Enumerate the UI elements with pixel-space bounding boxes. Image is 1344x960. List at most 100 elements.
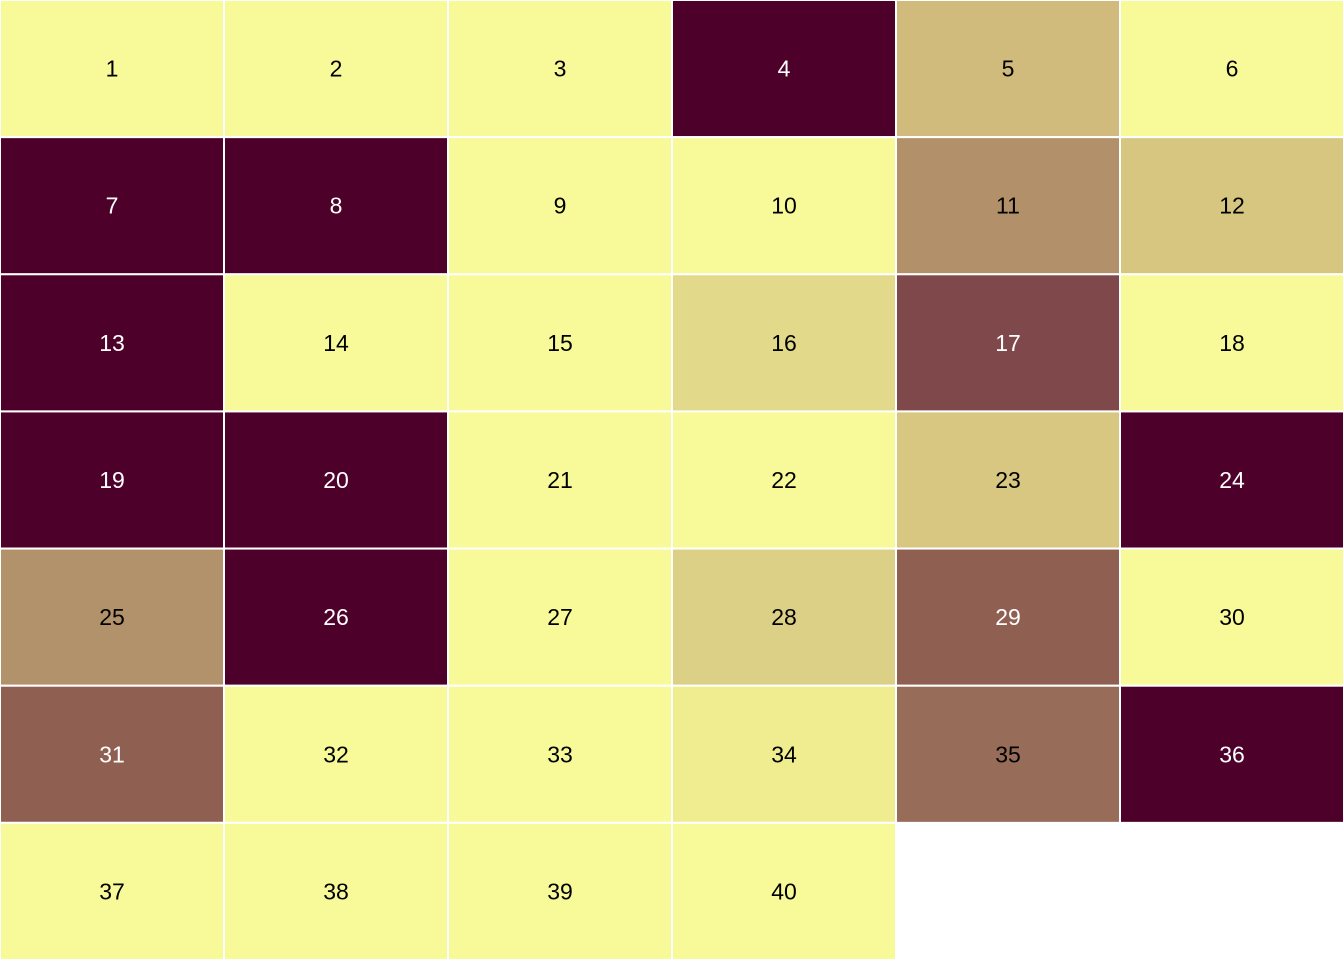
heatmap-cell-rect xyxy=(0,273,225,413)
heatmap-cell-label: 1 xyxy=(106,56,119,82)
heatmap-cell-label: 38 xyxy=(323,878,349,904)
heatmap-cell-label: 31 xyxy=(99,741,125,767)
heatmap-cell-17: 17 xyxy=(895,273,1121,413)
heatmap-cell-11: 11 xyxy=(895,136,1121,276)
heatmap-cell-label: 23 xyxy=(995,467,1021,493)
heatmap-cell-label: 6 xyxy=(1226,56,1239,82)
heatmap-cell-label: 16 xyxy=(771,330,797,356)
heatmap-cell-label: 37 xyxy=(99,878,125,904)
heatmap-cell-rect xyxy=(895,684,1121,824)
heatmap-cell-30: 30 xyxy=(1119,547,1344,687)
heatmap-cell-rect xyxy=(447,684,673,824)
heatmap-cell-38: 38 xyxy=(223,821,449,960)
heatmap-cell-rect xyxy=(0,684,225,824)
heatmap-cell-7: 7 xyxy=(0,136,225,276)
heatmap-cell-36: 36 xyxy=(1119,684,1344,824)
heatmap-cell-9: 9 xyxy=(447,136,673,276)
heatmap-cell-12: 12 xyxy=(1119,136,1344,276)
heatmap-cell-label: 9 xyxy=(554,193,567,219)
heatmap-cell-4: 4 xyxy=(671,0,897,139)
heatmap-cell-18: 18 xyxy=(1119,273,1344,413)
heatmap-cell-19: 19 xyxy=(0,410,225,550)
heatmap-cell-26: 26 xyxy=(223,547,449,687)
heatmap-cell-rect xyxy=(223,136,449,276)
heatmap-cell-label: 26 xyxy=(323,604,349,630)
heatmap-cell-label: 17 xyxy=(995,330,1021,356)
heatmap-cell-label: 19 xyxy=(99,467,125,493)
heatmap-cell-label: 7 xyxy=(106,193,119,219)
heatmap-cell-rect xyxy=(0,0,225,139)
heatmap-cell-rect xyxy=(895,136,1121,276)
heatmap-cell-rect xyxy=(447,821,673,960)
heatmap-cell-rect xyxy=(895,0,1121,139)
heatmap-cell-rect xyxy=(671,136,897,276)
heatmap-cell-14: 14 xyxy=(223,273,449,413)
heatmap-cell-label: 2 xyxy=(330,56,343,82)
heatmap-cell-label: 5 xyxy=(1002,56,1015,82)
heatmap-cell-label: 40 xyxy=(771,878,797,904)
heatmap-cell-rect xyxy=(1119,684,1344,824)
heatmap-cell-rect xyxy=(447,273,673,413)
heatmap-cell-rect xyxy=(1119,547,1344,687)
heatmap-cell-label: 13 xyxy=(99,330,125,356)
heatmap-cell-rect xyxy=(895,547,1121,687)
heatmap-cell-rect xyxy=(223,0,449,139)
heatmap-cell-label: 36 xyxy=(1219,741,1245,767)
heatmap-cell-22: 22 xyxy=(671,410,897,550)
heatmap-cell-10: 10 xyxy=(671,136,897,276)
heatmap-cell-label: 25 xyxy=(99,604,125,630)
heatmap-cell-27: 27 xyxy=(447,547,673,687)
heatmap-cell-28: 28 xyxy=(671,547,897,687)
heatmap-cell-label: 32 xyxy=(323,741,349,767)
heatmap-cell-label: 35 xyxy=(995,741,1021,767)
heatmap-cell-rect xyxy=(447,410,673,550)
heatmap-cell-5: 5 xyxy=(895,0,1121,139)
heatmap-cell-37: 37 xyxy=(0,821,225,960)
heatmap-cell-3: 3 xyxy=(447,0,673,139)
heatmap-cell-13: 13 xyxy=(0,273,225,413)
heatmap-cell-35: 35 xyxy=(895,684,1121,824)
heatmap-cell-rect xyxy=(0,410,225,550)
heatmap-cell-label: 11 xyxy=(996,193,1020,219)
heatmap-cell-label: 14 xyxy=(323,330,349,356)
heatmap-cell-label: 22 xyxy=(771,467,797,493)
heatmap-cell-rect xyxy=(1119,273,1344,413)
heatmap-cell-label: 33 xyxy=(547,741,573,767)
heatmap-cell-rect xyxy=(671,273,897,413)
heatmap-cell-15: 15 xyxy=(447,273,673,413)
heatmap-cell-rect xyxy=(895,273,1121,413)
heatmap-cell-label: 21 xyxy=(547,467,573,493)
heatmap-cell-40: 40 xyxy=(671,821,897,960)
heatmap-cell-rect xyxy=(895,410,1121,550)
heatmap-cell-rect xyxy=(223,547,449,687)
heatmap-cell-8: 8 xyxy=(223,136,449,276)
heatmap-cell-25: 25 xyxy=(0,547,225,687)
heatmap-cell-16: 16 xyxy=(671,273,897,413)
heatmap-cell-label: 3 xyxy=(554,56,567,82)
heatmap-cell-24: 24 xyxy=(1119,410,1344,550)
heatmap-cell-23: 23 xyxy=(895,410,1121,550)
heatmap-cell-label: 8 xyxy=(330,193,343,219)
heatmap-cell-label: 18 xyxy=(1219,330,1245,356)
heatmap-cell-1: 1 xyxy=(0,0,225,139)
heatmap-cell-6: 6 xyxy=(1119,0,1344,139)
heatmap-cell-29: 29 xyxy=(895,547,1121,687)
heatmap-cell-31: 31 xyxy=(0,684,225,824)
heatmap-cell-rect xyxy=(671,410,897,550)
heatmap-cell-label: 30 xyxy=(1219,604,1245,630)
heatmap-cell-label: 12 xyxy=(1219,193,1245,219)
heatmap-cell-rect xyxy=(223,684,449,824)
heatmap-cell-label: 20 xyxy=(323,467,349,493)
heatmap-cell-label: 24 xyxy=(1219,467,1245,493)
heatmap-cell-rect xyxy=(0,136,225,276)
heatmap-cell-rect xyxy=(671,0,897,139)
heatmap-cell-21: 21 xyxy=(447,410,673,550)
heatmap-cell-rect xyxy=(671,821,897,960)
heatmap-cell-39: 39 xyxy=(447,821,673,960)
heatmap-cell-label: 4 xyxy=(778,56,791,82)
heatmap-cell-label: 39 xyxy=(547,878,573,904)
heatmap-cell-rect xyxy=(671,547,897,687)
heatmap-cell-label: 10 xyxy=(771,193,797,219)
